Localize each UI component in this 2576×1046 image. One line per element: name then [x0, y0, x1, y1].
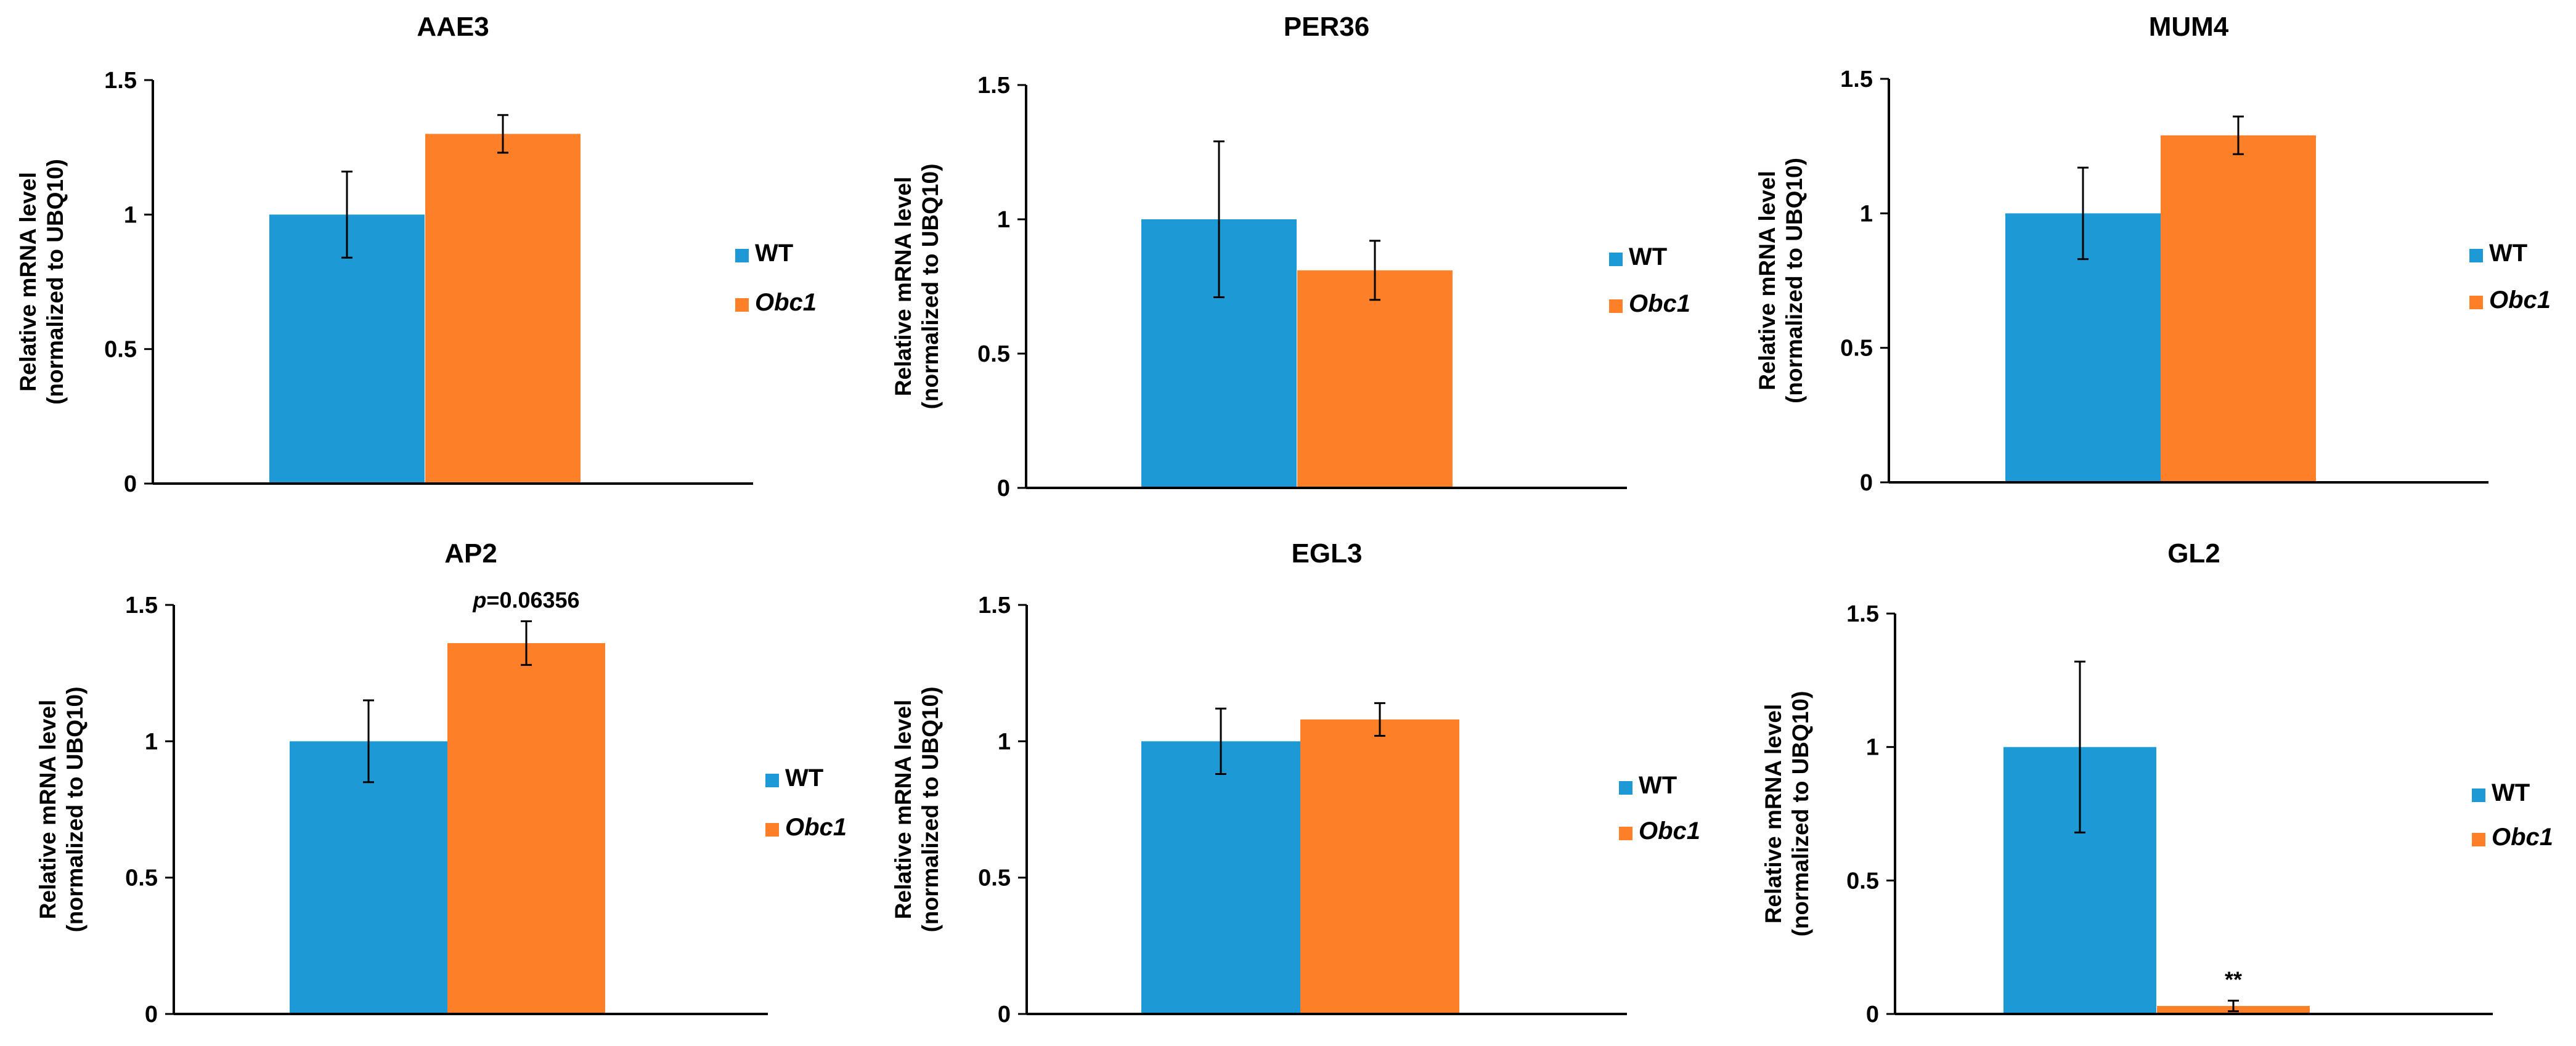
y-axis-label-line1: Relative mRNA level [15, 172, 41, 391]
y-axis-label-line1: Relative mRNA level [1755, 171, 1780, 390]
bar-obc1 [1300, 719, 1459, 1014]
y-tick-label: 0.5 [1840, 336, 1873, 362]
chart-panel-egl3: EGL3 Relative mRNA level(normalized to UB… [891, 538, 1700, 1028]
y-tick-label: 0 [1860, 470, 1873, 496]
y-tick-label: 0 [997, 476, 1010, 501]
y-tick-label: 0 [1866, 1002, 1879, 1028]
legend-label-obc1: Obc1 [1639, 817, 1700, 845]
y-tick-label: 1 [997, 207, 1010, 233]
legend-label-obc1: Obc1 [755, 289, 817, 316]
y-tick-label: 1 [1866, 735, 1879, 761]
y-tick-label: 1.5 [1846, 601, 1879, 627]
legend-swatch-obc1 [1619, 827, 1632, 840]
legend-swatch-wt [1619, 781, 1632, 795]
y-tick-label: 0.5 [977, 341, 1010, 367]
legend-label-wt: WT [1629, 243, 1667, 270]
y-tick-label: 0 [124, 471, 137, 497]
chart-title: GL2 [2167, 538, 2220, 569]
bar-wt [269, 214, 425, 484]
bar-obc1 [447, 643, 605, 1014]
significance-annotation: ** [2225, 967, 2242, 992]
y-tick-label: 1 [1860, 201, 1873, 227]
y-axis-label: Relative mRNA level(normalized to UBQ10) [15, 159, 68, 405]
chart-title: PER36 [1284, 12, 1369, 42]
y-axis-label-line2: (normalized to UBQ10) [918, 687, 943, 933]
legend-label-wt: WT [2492, 779, 2530, 806]
y-axis-label-line1: Relative mRNA level [1761, 704, 1786, 923]
chart-title: AP2 [444, 538, 497, 569]
legend-swatch-wt [2469, 249, 2483, 262]
annotation-text: =0.06356 [486, 588, 579, 613]
legend-swatch-obc1 [735, 298, 749, 312]
chart-panel-aae3: AAE3 Relative mRNA level(normalized to UB… [15, 12, 817, 497]
y-axis-label-line1: Relative mRNA level [891, 700, 916, 919]
y-axis-label: Relative mRNA level(normalized to UBQ10) [891, 164, 943, 410]
bar-wt [290, 741, 447, 1014]
annotation-italic: p [472, 588, 486, 613]
legend-swatch-obc1 [1609, 299, 1623, 313]
bar-wt [1141, 741, 1300, 1014]
y-axis-label-line2: (normalized to UBQ10) [918, 164, 943, 410]
y-axis-label-line2: (normalized to UBQ10) [62, 687, 88, 933]
y-tick-label: 1.5 [104, 68, 137, 94]
chart-panel-gl2: GL2 Relative mRNA level(normalized to UBQ… [1761, 538, 2553, 1028]
legend-swatch-wt [765, 774, 779, 787]
y-tick-label: 1 [145, 729, 158, 755]
y-tick-label: 0.5 [978, 866, 1011, 891]
chart-title: AAE3 [417, 12, 489, 42]
legend-swatch-obc1 [2469, 296, 2483, 309]
y-tick-label: 0.5 [125, 866, 158, 891]
legend-swatch-obc1 [2472, 833, 2485, 846]
legend-swatch-wt [2472, 789, 2485, 802]
legend-label-obc1: Obc1 [1629, 290, 1690, 317]
chart-panel-ap2: AP2 Relative mRNA level(normalized to UBQ… [35, 538, 847, 1028]
legend-label-obc1: Obc1 [2489, 286, 2551, 314]
legend-label-wt: WT [2489, 240, 2527, 267]
y-axis-label: Relative mRNA level(normalized to UBQ10) [1755, 158, 1807, 403]
legend-label-obc1: Obc1 [785, 814, 847, 841]
y-axis-label: Relative mRNA level(normalized to UBQ10) [1761, 691, 1813, 937]
y-tick-label: 1.5 [977, 73, 1010, 99]
bar-obc1 [2161, 135, 2316, 482]
y-axis-label-line2: (normalized to UBQ10) [1782, 158, 1807, 403]
y-axis-label-line1: Relative mRNA level [891, 177, 916, 396]
y-axis-label-line2: (normalized to UBQ10) [1788, 691, 1813, 937]
y-axis-label: Relative mRNA level(normalized to UBQ10) [891, 687, 943, 933]
legend-label-wt: WT [755, 240, 793, 267]
legend-label-wt: WT [785, 764, 823, 792]
chart-title: EGL3 [1292, 538, 1363, 569]
y-tick-label: 1 [124, 202, 137, 228]
annotation-text: ** [2225, 967, 2242, 992]
y-tick-label: 1.5 [1840, 67, 1873, 92]
y-axis-label-line1: Relative mRNA level [35, 700, 60, 919]
y-axis-label: Relative mRNA level(normalized to UBQ10) [35, 687, 88, 933]
legend-swatch-wt [1609, 253, 1623, 266]
y-tick-label: 1 [998, 729, 1011, 755]
y-tick-label: 1.5 [125, 593, 158, 618]
y-tick-label: 1.5 [978, 593, 1011, 618]
legend-swatch-obc1 [765, 823, 779, 837]
y-tick-label: 0 [145, 1002, 158, 1028]
bar-obc1 [1297, 270, 1453, 488]
y-axis-label-line2: (normalized to UBQ10) [43, 159, 68, 405]
y-tick-label: 0.5 [1846, 868, 1879, 894]
legend-label-wt: WT [1639, 772, 1677, 799]
chart-panel-mum4: MUM4 Relative mRNA level(normalized to UB… [1755, 12, 2551, 496]
chart-title: MUM4 [2149, 12, 2229, 42]
chart-panel-per36: PER36 Relative mRNA level(normalized to U… [891, 12, 1690, 501]
legend-label-obc1: Obc1 [2492, 824, 2553, 851]
y-tick-label: 0 [998, 1002, 1011, 1028]
legend-swatch-wt [735, 249, 749, 262]
significance-annotation: p=0.06356 [472, 588, 579, 613]
y-tick-label: 0.5 [104, 337, 137, 363]
bar-obc1 [425, 134, 581, 484]
